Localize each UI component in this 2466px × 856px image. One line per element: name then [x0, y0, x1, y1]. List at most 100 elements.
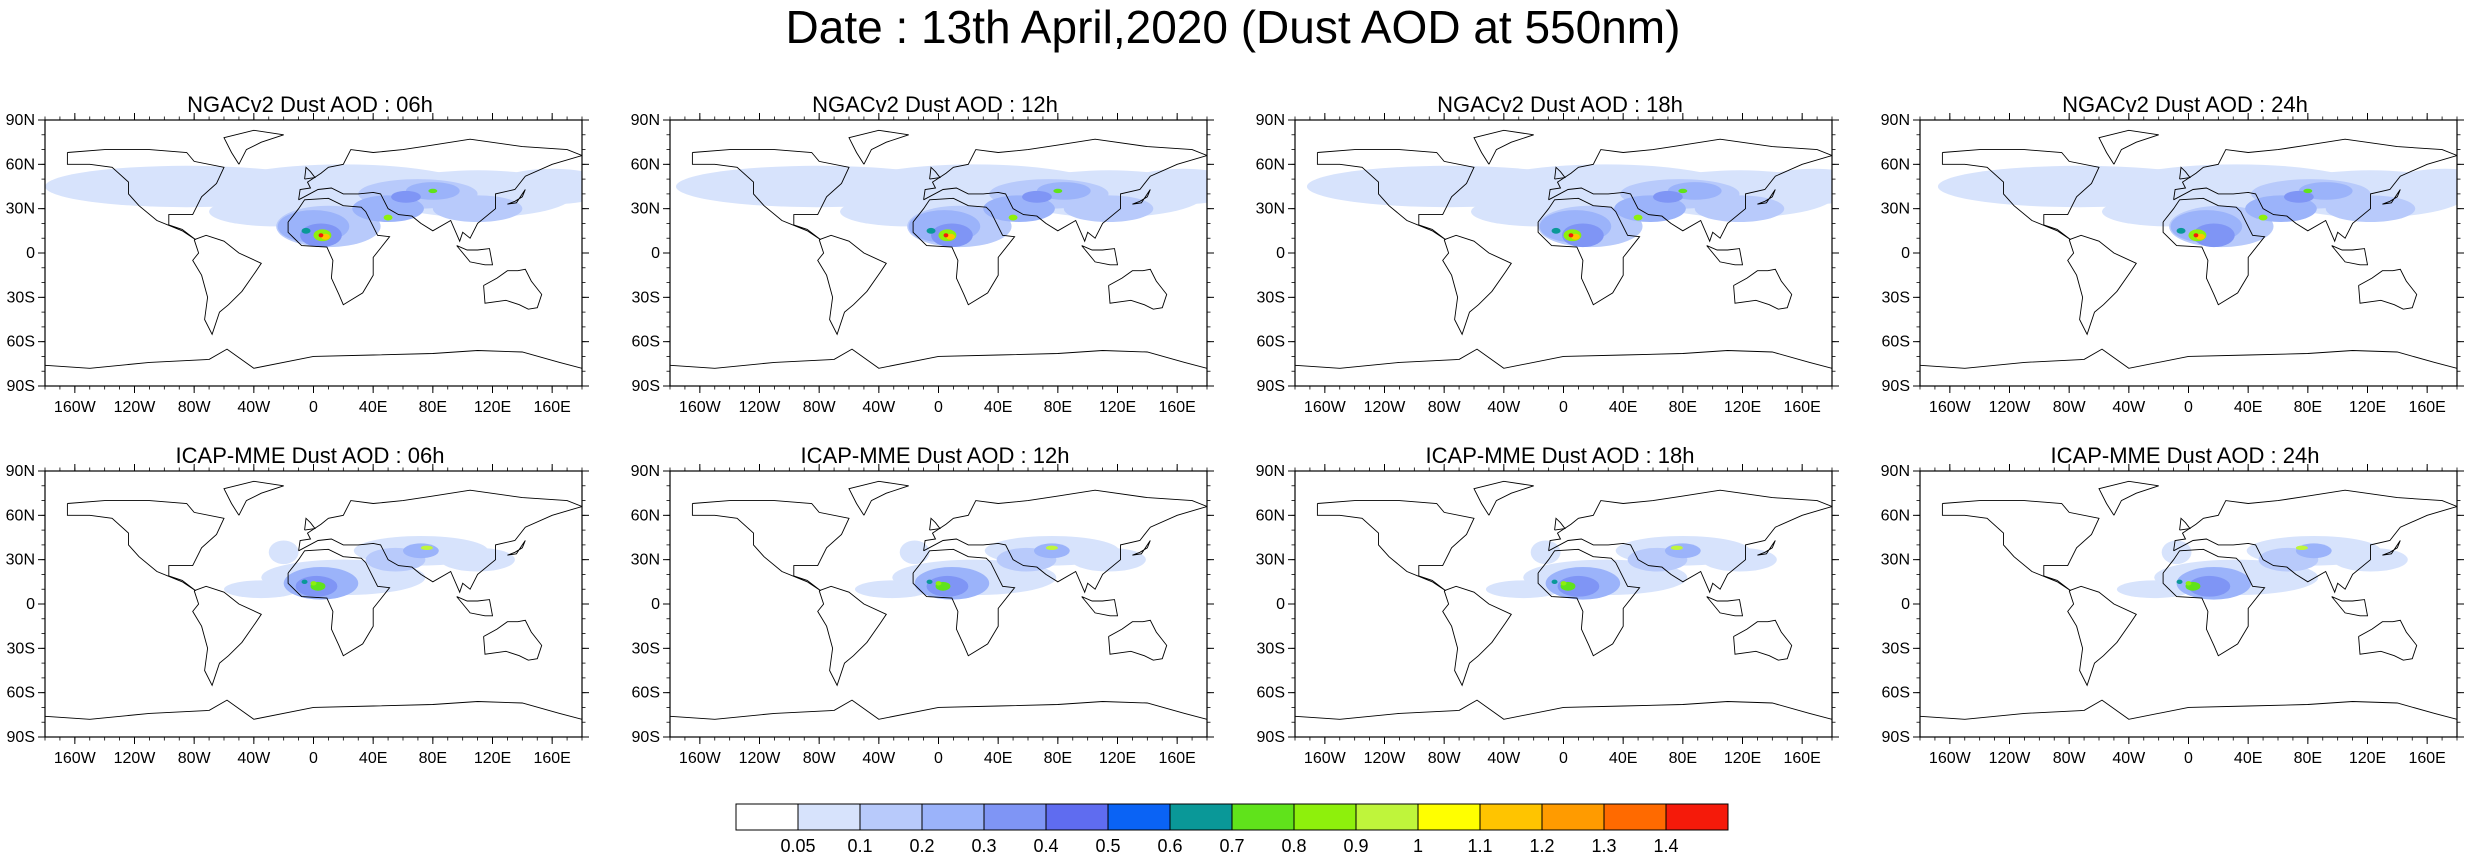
coastline — [66, 149, 225, 241]
colorbar-label: 0.05 — [780, 836, 816, 856]
plot-background — [45, 120, 582, 386]
x-tick-label: 40E — [1609, 399, 1637, 416]
x-tick-label: 80E — [1044, 399, 1072, 416]
map-panel: ICAP-MME Dust AOD : 18h 160W 120W 80W 40W 0 40… — [1250, 443, 1870, 788]
plot-background — [1295, 120, 1832, 386]
y-tick-label: 60N — [631, 156, 660, 173]
y-tick-label: 90S — [632, 729, 660, 746]
coastline — [1132, 189, 1151, 205]
colorbar-swatch — [921, 803, 985, 831]
y-tick-label: 60S — [632, 334, 660, 351]
aod-contour — [1754, 168, 1832, 205]
aod-contour — [1678, 188, 1688, 194]
coastline — [45, 348, 582, 369]
x-tick-label: 80W — [2053, 750, 2087, 767]
x-tick-label: 160E — [1158, 399, 1195, 416]
coastline — [1733, 619, 1793, 661]
colorbar-label: 1.1 — [1467, 836, 1493, 856]
colorbar-swatch — [1293, 803, 1357, 831]
aod-contour — [2176, 227, 2186, 234]
colorbar-swatch — [1603, 803, 1667, 831]
x-tick-label: 120W — [739, 750, 782, 767]
colorbar-label: 0.5 — [1095, 836, 1121, 856]
coastline — [1316, 149, 1475, 241]
coastline — [691, 149, 850, 241]
x-tick-label: 80E — [2294, 750, 2322, 767]
coastline — [304, 517, 316, 531]
coastline — [817, 234, 887, 336]
x-tick-label: 40W — [1487, 750, 1521, 767]
y-tick-label: 90S — [1882, 729, 1910, 746]
aod-contour — [440, 547, 515, 572]
y-tick-label: 30S — [632, 640, 660, 657]
x-tick-label: 40E — [984, 750, 1012, 767]
coastline — [287, 548, 391, 657]
coastline — [2179, 517, 2191, 531]
aod-contour — [1664, 543, 1701, 559]
aod-contour — [926, 579, 933, 585]
x-tick-label: 80E — [1669, 399, 1697, 416]
x-tick-label: 80E — [419, 399, 447, 416]
y-tick-label: 90S — [7, 729, 35, 746]
coastline — [1295, 699, 1832, 720]
coastline — [1757, 189, 1776, 205]
x-tick-label: 80W — [1428, 399, 1462, 416]
colorbar-swatch — [1169, 803, 1233, 831]
coastline — [2067, 234, 2137, 336]
y-tick-label: 90N — [6, 112, 35, 129]
colorbar-swatch — [1417, 803, 1481, 831]
coastline — [192, 234, 262, 336]
x-tick-label: 80E — [1669, 750, 1697, 767]
coastline — [507, 540, 526, 556]
coastline — [1081, 245, 1119, 266]
colorbar-label: 1.3 — [1591, 836, 1617, 856]
x-tick-label: 80W — [803, 750, 837, 767]
coastline — [298, 489, 582, 594]
y-tick-label: 90N — [1881, 463, 1910, 480]
coastline — [456, 245, 494, 266]
page-title: Date : 13th April,2020 (Dust AOD at 550n… — [785, 1, 1681, 53]
coastline — [1442, 585, 1512, 687]
x-tick-label: 40W — [2112, 399, 2146, 416]
coastline — [2358, 268, 2418, 310]
coastline — [1706, 596, 1744, 617]
x-tick-label: 80W — [178, 750, 212, 767]
x-tick-label: 120E — [1724, 399, 1761, 416]
y-tick-label: 60N — [1881, 507, 1910, 524]
x-tick-label: 160W — [679, 399, 722, 416]
coastline — [1706, 245, 1744, 266]
coastline — [304, 166, 316, 180]
aod-contour — [318, 233, 324, 238]
aod-contour — [223, 580, 299, 599]
coastline — [456, 596, 494, 617]
y-tick-label: 30S — [7, 289, 35, 306]
aod-contour — [1557, 575, 1600, 597]
coastline — [223, 480, 284, 516]
y-tick-label: 90N — [1256, 463, 1285, 480]
map-plot: 160W 120W 80W 40W 0 40E 80E 120E 160E 90N 60N 30N 0 3… — [6, 112, 589, 416]
x-tick-label: 160W — [1929, 399, 1972, 416]
map-plot: 160W 120W 80W 40W 0 40E 80E 120E 160E 90N 60N 30N 0 3… — [631, 463, 1214, 767]
coastline — [670, 699, 1207, 720]
panel-title: NGACv2 Dust AOD : 12h — [812, 92, 1058, 117]
x-tick-label: 160E — [1783, 750, 1820, 767]
aod-contour — [2192, 223, 2235, 248]
y-tick-label: 60S — [632, 685, 660, 702]
aod-contour — [1063, 195, 1154, 222]
colorbar-swatch — [1107, 803, 1171, 831]
map-panel: NGACv2 Dust AOD : 18h 160W 120W 80W 40W 0 40E 8… — [1250, 92, 1870, 437]
y-tick-label: 30S — [1257, 289, 1285, 306]
x-tick-label: 120W — [114, 399, 157, 416]
aod-contour — [899, 540, 930, 565]
y-tick-label: 60N — [631, 507, 660, 524]
colorbar-label: 0.1 — [847, 836, 873, 856]
y-tick-label: 90N — [6, 463, 35, 480]
coastline — [923, 489, 1207, 594]
colorbar — [735, 803, 1729, 831]
colorbar-swatch — [797, 803, 861, 831]
coastline — [1132, 540, 1151, 556]
plot-background — [1920, 120, 2457, 386]
coastline — [2098, 129, 2159, 165]
y-tick-label: 30S — [1257, 640, 1285, 657]
y-tick-label: 60N — [1256, 507, 1285, 524]
